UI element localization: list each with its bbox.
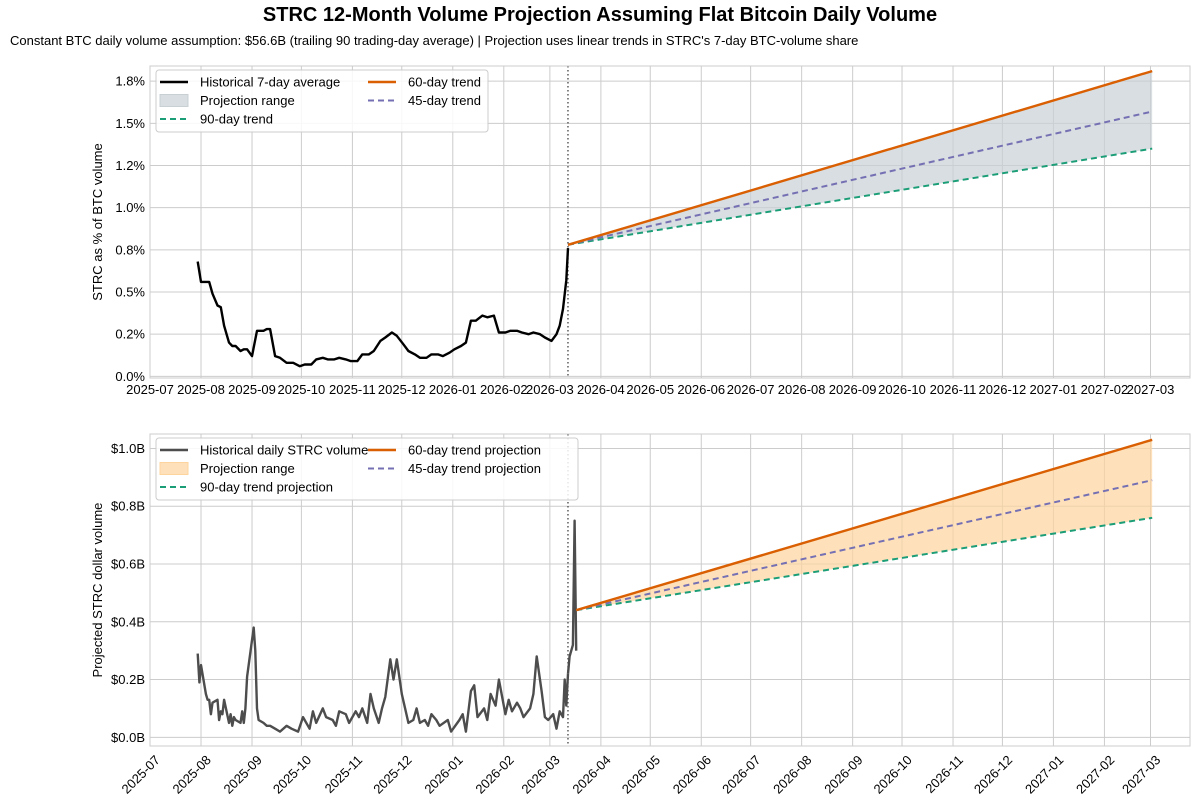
y-tick-label: 0.8%	[115, 242, 145, 257]
x-tick-label: 2026-01	[421, 752, 465, 796]
x-tick-label: 2025-08	[170, 752, 214, 796]
x-tick-label: 2026-04	[569, 752, 613, 796]
series-60-day-trend	[567, 69, 1153, 246]
y-tick-label: $0.4B	[111, 614, 145, 629]
figure-subtitle: Constant BTC daily volume assumption: $5…	[10, 33, 859, 48]
x-tick-label: 2027-03	[1127, 382, 1175, 397]
y-tick-label: 1.5%	[115, 116, 145, 131]
legend-label: 45-day trend projection	[408, 461, 541, 476]
x-tick-label: 2025-10	[278, 382, 326, 397]
x-tick-label: 2025-07	[119, 752, 163, 796]
series-45-day-trend-projection	[575, 479, 1153, 612]
plot-frame	[149, 65, 1191, 379]
legend-box	[155, 437, 579, 501]
x-tick-label: 2026-09	[821, 752, 865, 796]
x-tick-label: 2025-08	[177, 382, 225, 397]
y-tick-label: $0.6B	[111, 557, 145, 572]
panel-bottom: 2025-07 2025-08 2025-09 2025-10 2025-11 2025-…	[90, 433, 1191, 797]
legend-label: Historical 7-day average	[200, 75, 340, 90]
x-tick-label: 2026-04	[577, 382, 625, 397]
x-tick-label: 2026-10	[878, 382, 926, 397]
series-historical-7-day-average	[196, 248, 570, 368]
legend-label: Historical daily STRC volume	[200, 443, 368, 458]
x-tick-label: 2026-02	[480, 382, 528, 397]
legend-label: 60-day trend	[408, 75, 481, 90]
x-tick-label: 2026-06	[670, 752, 714, 796]
legend-swatch	[159, 462, 189, 475]
x-tick-label: 2025-11	[322, 752, 366, 796]
legend: Historical daily STRC volume Projection r…	[155, 437, 579, 501]
series-90-day-trend	[567, 147, 1153, 246]
x-tick-label: 2026-02	[472, 752, 516, 796]
x-tick-label: 2025-09	[228, 382, 276, 397]
x-tick-label: 2025-09	[221, 752, 265, 796]
x-tick-label: 2025-12	[370, 752, 414, 796]
series-60-day-trend-projection	[575, 438, 1153, 612]
y-tick-label: $0.2B	[111, 672, 145, 687]
x-tick-label: 2026-07	[719, 752, 763, 796]
x-tick-label: 2027-02	[1073, 752, 1117, 796]
y-tick-label: 1.8%	[115, 74, 145, 89]
y-tick-label: 0.5%	[115, 284, 145, 299]
y-tick-label: 1.0%	[115, 200, 145, 215]
legend-swatch	[159, 94, 189, 107]
x-tick-label: 2025-10	[270, 752, 314, 796]
y-tick-label: 1.2%	[115, 158, 145, 173]
x-tick-label: 2026-09	[829, 382, 877, 397]
y-tick-label: $1.0B	[111, 441, 145, 456]
legend-label: 60-day trend projection	[408, 443, 541, 458]
y-axis-label: Projected STRC dollar volume	[90, 503, 105, 678]
y-axis-label: STRC as % of BTC volume	[90, 143, 105, 301]
legend-label: 90-day trend	[200, 112, 273, 127]
legend-label: Projection range	[200, 461, 295, 476]
panel-top: 2025-07 2025-08 2025-09 2025-10 2025-11 2025-…	[90, 65, 1191, 397]
x-tick-label: 2025-07	[126, 382, 174, 397]
x-tick-label: 2027-01	[1022, 752, 1066, 796]
series-90-day-trend-projection	[576, 516, 1153, 612]
x-tick-label: 2026-01	[429, 382, 477, 397]
x-tick-label: 2026-05	[619, 752, 663, 796]
legend-label: 90-day trend projection	[200, 480, 333, 495]
series-historical-daily-strc-volume	[196, 626, 570, 733]
x-tick-label: 2027-03	[1119, 752, 1163, 796]
legend: Historical 7-day average Projection range…	[155, 69, 489, 133]
legend-label: 45-day trend	[408, 93, 481, 108]
figure-title: STRC 12-Month Volume Projection Assuming…	[262, 4, 938, 26]
y-tick-label: $0.0B	[111, 730, 145, 745]
legend-label: Projection range	[200, 93, 295, 108]
y-tick-label: 0.0%	[115, 369, 145, 384]
x-tick-label: 2026-03	[518, 752, 562, 796]
plot-frame	[149, 433, 1191, 747]
series-historical-daily-strc-volume-spike	[566, 519, 578, 674]
x-tick-label: 2025-12	[378, 382, 426, 397]
x-tick-label: 2026-10	[871, 752, 915, 796]
x-tick-label: 2027-01	[1030, 382, 1078, 397]
x-tick-label: 2026-12	[979, 382, 1027, 397]
x-tick-label: 2026-03	[526, 382, 574, 397]
x-tick-label: 2026-06	[677, 382, 725, 397]
x-tick-label: 2025-11	[329, 382, 376, 397]
x-tick-label: 2026-05	[626, 382, 674, 397]
x-tick-label: 2026-11	[930, 382, 977, 397]
x-tick-label: 2026-08	[778, 382, 826, 397]
y-tick-label: 0.2%	[115, 327, 145, 342]
x-tick-label: 2026-11	[922, 752, 966, 796]
y-tick-label: $0.8B	[111, 499, 145, 514]
legend-box	[155, 69, 489, 133]
x-tick-label: 2026-07	[727, 382, 775, 397]
x-tick-label: 2026-12	[971, 752, 1015, 796]
x-tick-label: 2027-02	[1081, 382, 1129, 397]
x-tick-label: 2026-08	[770, 752, 814, 796]
